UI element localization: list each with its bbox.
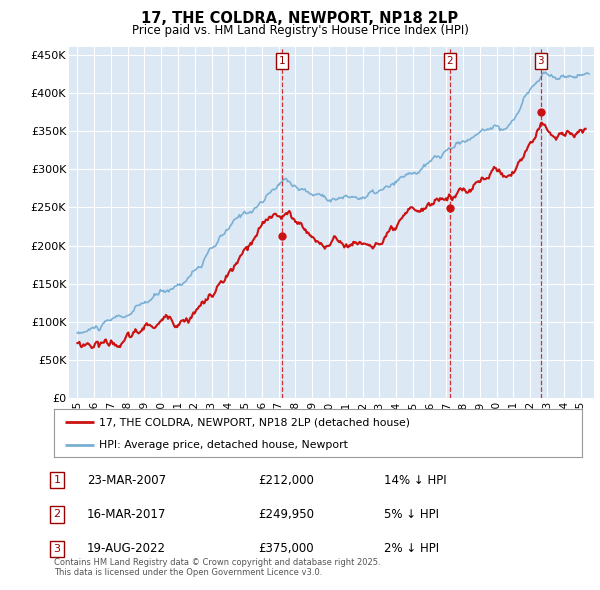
Text: 3: 3 [538, 56, 544, 66]
Text: 14% ↓ HPI: 14% ↓ HPI [384, 474, 446, 487]
Text: 23-MAR-2007: 23-MAR-2007 [87, 474, 166, 487]
Text: 1: 1 [53, 476, 61, 485]
Text: £212,000: £212,000 [258, 474, 314, 487]
Text: 2: 2 [446, 56, 453, 66]
Text: 1: 1 [279, 56, 286, 66]
Text: Price paid vs. HM Land Registry's House Price Index (HPI): Price paid vs. HM Land Registry's House … [131, 24, 469, 37]
Text: £249,950: £249,950 [258, 508, 314, 521]
Text: £375,000: £375,000 [258, 542, 314, 555]
Text: 5% ↓ HPI: 5% ↓ HPI [384, 508, 439, 521]
Text: HPI: Average price, detached house, Newport: HPI: Average price, detached house, Newp… [99, 440, 348, 450]
Text: 17, THE COLDRA, NEWPORT, NP18 2LP (detached house): 17, THE COLDRA, NEWPORT, NP18 2LP (detac… [99, 417, 410, 427]
Text: 16-MAR-2017: 16-MAR-2017 [87, 508, 166, 521]
Text: 2: 2 [53, 510, 61, 519]
Text: 19-AUG-2022: 19-AUG-2022 [87, 542, 166, 555]
Text: 17, THE COLDRA, NEWPORT, NP18 2LP: 17, THE COLDRA, NEWPORT, NP18 2LP [142, 11, 458, 25]
Text: 3: 3 [53, 544, 61, 553]
Text: Contains HM Land Registry data © Crown copyright and database right 2025.
This d: Contains HM Land Registry data © Crown c… [54, 558, 380, 577]
Text: 2% ↓ HPI: 2% ↓ HPI [384, 542, 439, 555]
